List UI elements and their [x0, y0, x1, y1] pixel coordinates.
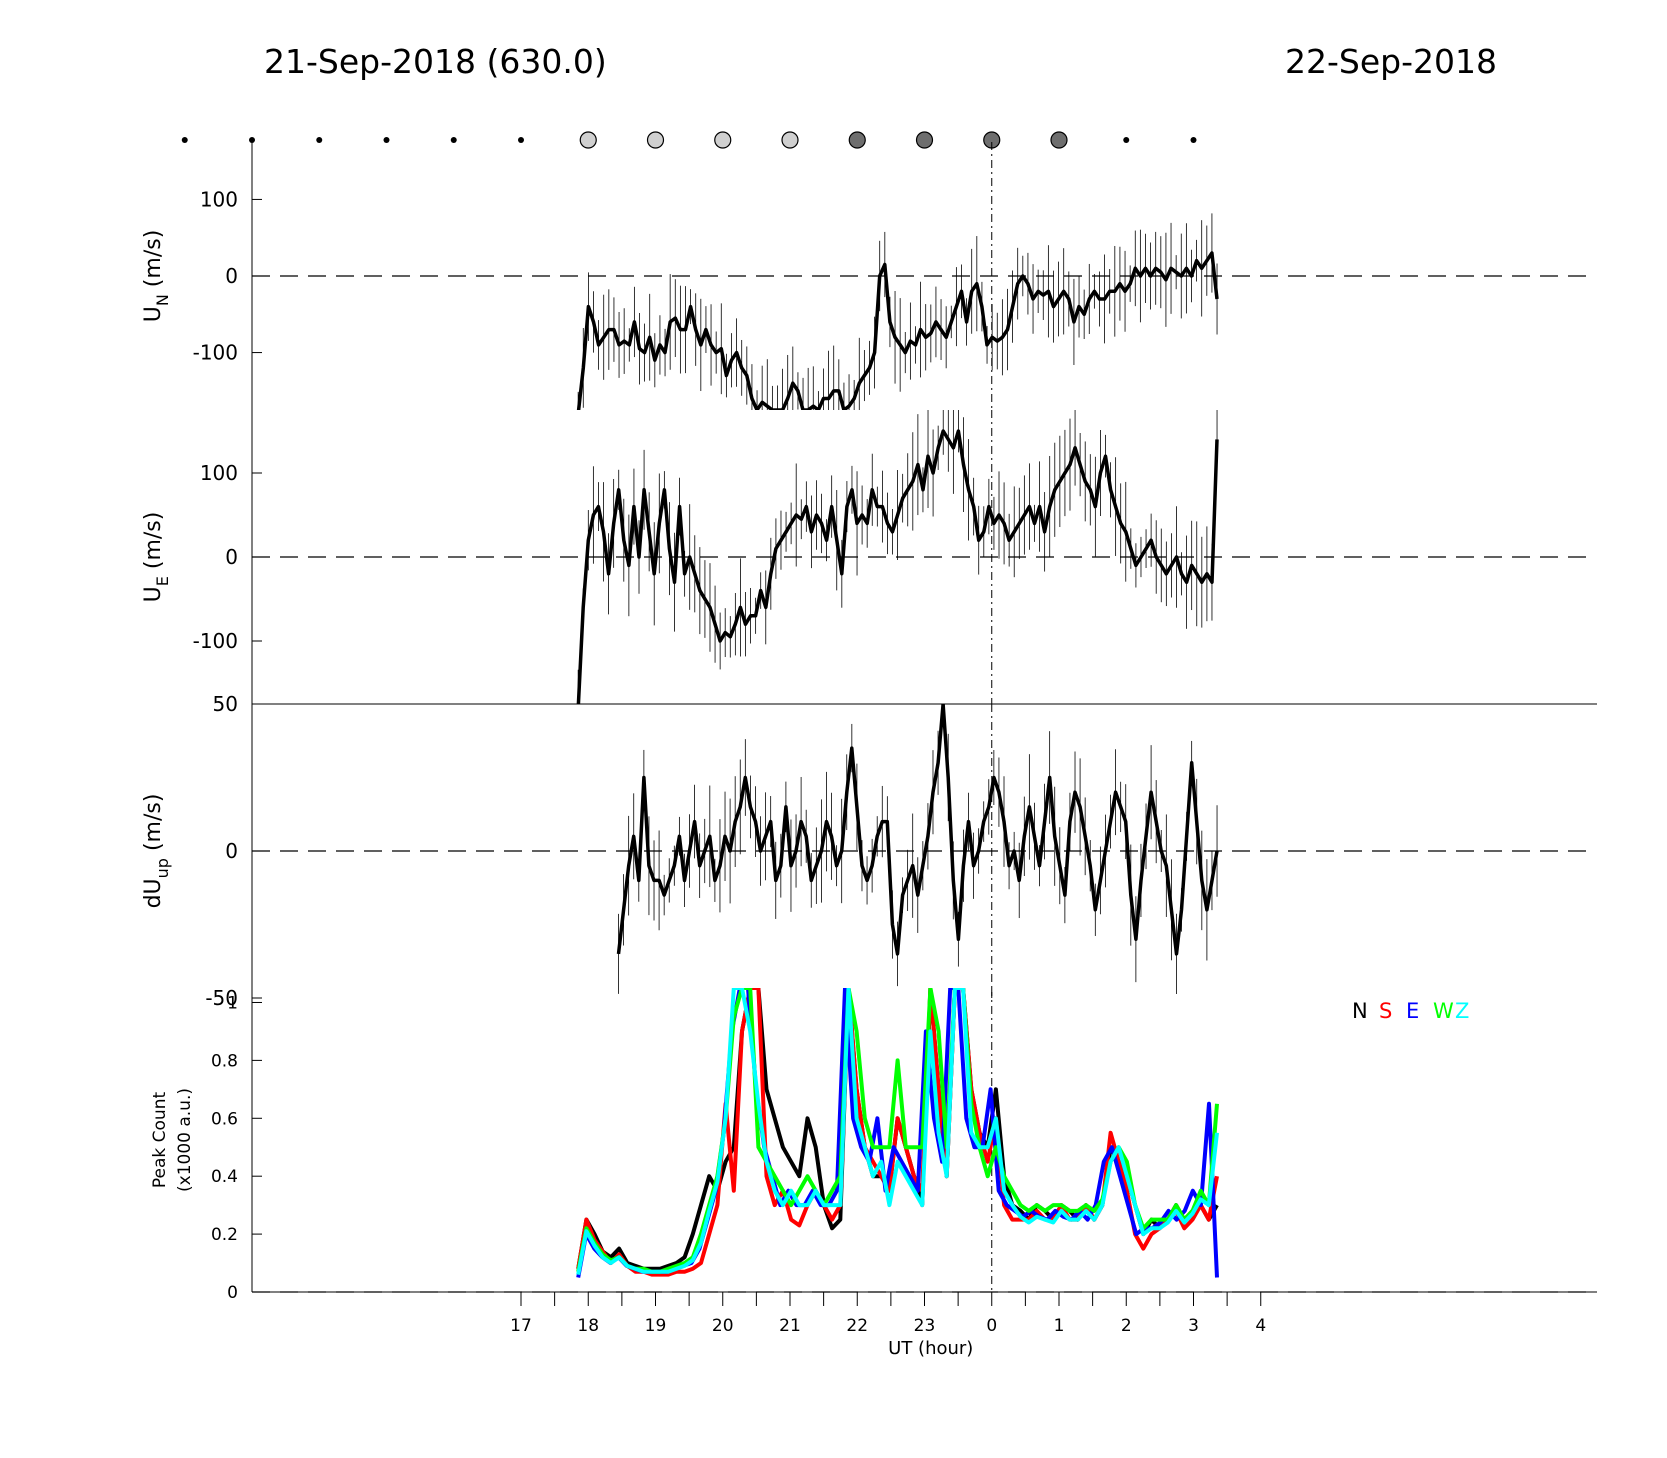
x-tick-label: 18	[577, 1316, 599, 1336]
date-title-right: 22-Sep-2018	[1285, 42, 1497, 81]
date-title-left: 21-Sep-2018 (630.0)	[264, 42, 607, 81]
moon-phase-markers	[181, 131, 1197, 149]
series-line	[616, 704, 1219, 956]
panel-zonal-wind: 100 0 -100 UE (m/s)	[141, 410, 1587, 704]
x-axis: 17 18 19 20 21 22 23 0 1 2 3 4UT (hour)	[252, 1291, 1597, 1359]
x-tick-label: 3	[1188, 1316, 1199, 1336]
series-group	[616, 704, 1219, 995]
moon-dot-small	[518, 137, 524, 143]
y-axis-label-unit: (x1000 a.u.)	[175, 1088, 195, 1192]
x-tick-label: 1	[1054, 1316, 1065, 1336]
moon-dot-small	[249, 137, 255, 143]
y-tick-label: -100	[193, 629, 238, 653]
x-tick-label: 23	[914, 1316, 936, 1336]
y-tick-label: 0.4	[211, 1167, 238, 1187]
moon-dot-small	[316, 137, 323, 143]
x-tick-label: 20	[712, 1316, 734, 1336]
y-tick-label: 0	[225, 264, 238, 288]
y-tick-label: 0	[227, 1283, 238, 1303]
y-tick-label: 1	[227, 993, 238, 1013]
series-group	[576, 213, 1219, 410]
panel-peak-count: 1 0.8 0.6 0.4 0.2 0 Peak Count (x1000 a.u.) N S E W…	[150, 988, 1587, 1303]
y-axis-label: dUup (m/s)	[141, 794, 172, 909]
series-line-S	[576, 988, 1219, 1277]
panel-meridional-wind: 100 0 -100 UN (m/s)	[141, 142, 1587, 410]
series-line	[576, 251, 1219, 410]
y-tick-label: 100	[200, 461, 238, 485]
series-group	[576, 988, 1219, 1278]
moon-circle-dark	[1050, 131, 1068, 149]
moon-dot-small	[383, 137, 390, 143]
legend-Z: Z	[1455, 999, 1469, 1023]
x-tick-label: 2	[1121, 1316, 1132, 1336]
y-tick-label: -50	[205, 986, 238, 1010]
series-line	[576, 429, 1219, 704]
moon-circle-light	[646, 131, 665, 149]
y-tick-label: 0.8	[211, 1051, 238, 1071]
moon-circle-dark	[915, 131, 934, 149]
x-tick-label: 19	[645, 1316, 667, 1336]
moon-circle-dark	[848, 131, 866, 149]
legend-S: S	[1379, 999, 1392, 1023]
moon-dot-small	[1190, 137, 1197, 143]
y-tick-label: 0	[225, 839, 238, 863]
y-tick-label: 0.6	[211, 1109, 238, 1129]
x-tick-label: 21	[779, 1316, 801, 1336]
y-axis-label: UN (m/s)	[141, 230, 172, 323]
moon-circle-light	[781, 131, 799, 149]
moon-circle-light	[714, 131, 732, 149]
x-tick-label: 4	[1255, 1316, 1266, 1336]
moon-circle-light	[579, 131, 597, 149]
x-axis-label: UT (hour)	[888, 1338, 973, 1359]
panel-vertical-wind: 50 0 -50 dUup (m/s)	[141, 692, 1597, 1010]
x-tick-label: 22	[846, 1316, 868, 1336]
x-tick-label: 0	[986, 1316, 997, 1336]
y-tick-label: 50	[213, 692, 238, 716]
y-axis-label: Peak Count	[150, 1092, 170, 1189]
moon-dot-small	[181, 137, 188, 143]
moon-dot-small	[1123, 137, 1130, 143]
legend-N: N	[1352, 999, 1368, 1023]
y-axis-label: UE (m/s)	[141, 512, 172, 603]
legend-W: W	[1433, 999, 1454, 1023]
series-line-Z	[576, 988, 1219, 1275]
y-tick-label: 0.2	[211, 1225, 238, 1245]
y-tick-label: -100	[193, 341, 238, 365]
y-tick-label: 0	[225, 545, 238, 569]
y-tick-label: 100	[200, 187, 238, 211]
x-tick-label: 17	[510, 1316, 532, 1336]
series-group	[576, 410, 1219, 704]
legend-E: E	[1406, 999, 1419, 1023]
moon-dot-small	[450, 137, 457, 143]
